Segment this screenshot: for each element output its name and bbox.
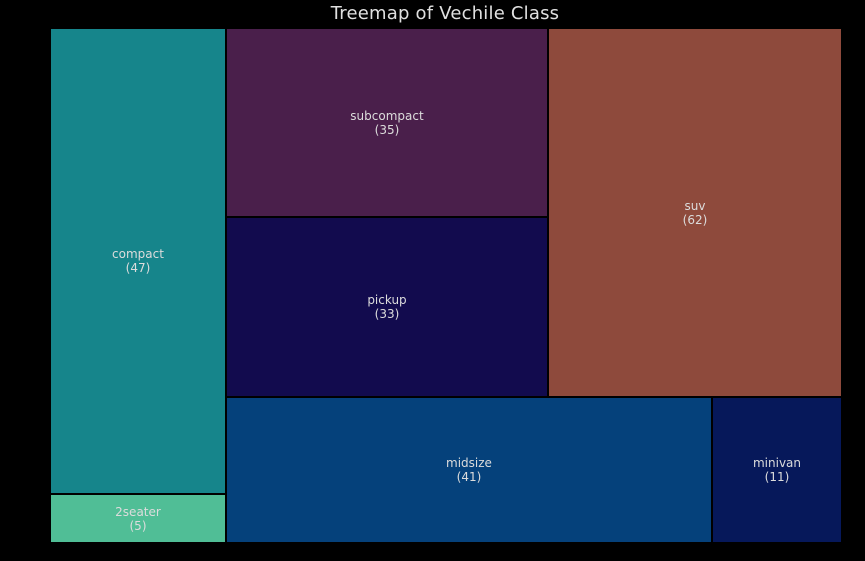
treemap-tile-midsize: midsize (41)	[226, 397, 712, 543]
treemap-tile-subcompact: subcompact (35)	[226, 28, 548, 217]
chart-title: Treemap of Vechile Class	[330, 3, 560, 24]
tile-label: 2seater (5)	[51, 505, 225, 533]
tile-value-label: (5)	[129, 518, 147, 533]
treemap-plot-area: compact (47) 2seater (5) subcompact (35) picku…	[50, 28, 842, 543]
tile-category-label: subcompact	[350, 108, 424, 123]
treemap-tile-minivan: minivan (11)	[712, 397, 842, 543]
tile-value-label: (33)	[374, 307, 400, 321]
tile-value-label: (11)	[764, 470, 790, 484]
treemap-tile-suv: suv (62)	[548, 28, 842, 397]
tile-value-label: (35)	[374, 122, 400, 137]
tile-category-label: 2seater	[115, 504, 161, 519]
tile-category-label: pickup	[367, 293, 407, 307]
tile-label: compact (47)	[51, 247, 225, 275]
tile-category-label: midsize	[446, 456, 492, 470]
tile-value-label: (47)	[125, 261, 151, 275]
tile-label: minivan (11)	[713, 456, 841, 484]
tile-label: pickup (33)	[227, 293, 547, 321]
tile-label: midsize (41)	[227, 456, 711, 484]
treemap-tile-pickup: pickup (33)	[226, 217, 548, 397]
treemap-tile-compact: compact (47)	[50, 28, 226, 494]
tile-value-label: (62)	[682, 212, 708, 227]
tile-category-label: minivan	[752, 456, 802, 470]
tile-value-label: (41)	[456, 470, 482, 484]
tile-label: subcompact (35)	[227, 109, 547, 137]
treemap-tile-2seater: 2seater (5)	[50, 494, 226, 543]
tile-category-label: suv	[684, 198, 706, 213]
tile-label: suv (62)	[549, 199, 841, 227]
tile-category-label: compact	[112, 247, 164, 261]
